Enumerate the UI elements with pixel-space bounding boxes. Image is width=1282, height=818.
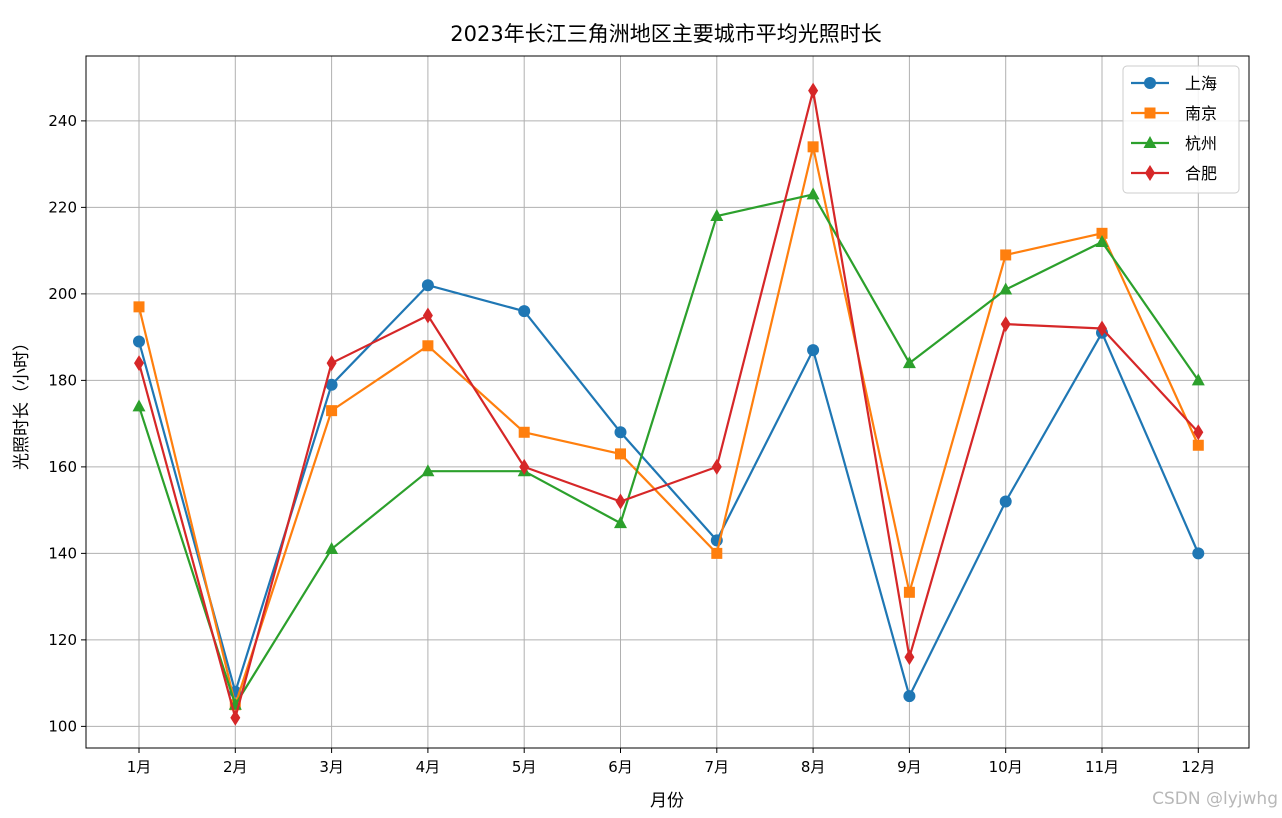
- data-point: [806, 187, 820, 200]
- y-tick-label: 200: [48, 285, 77, 303]
- chart-title: 2023年长江三角洲地区主要城市平均光照时长: [450, 22, 881, 46]
- legend-label: 南京: [1185, 104, 1217, 123]
- x-tick-label: 3月: [319, 758, 344, 776]
- data-point: [614, 426, 627, 439]
- data-point: [1000, 316, 1011, 333]
- series-triangle: [132, 187, 1205, 710]
- x-tick-label: 9月: [897, 758, 922, 776]
- series-line: [137, 193, 1200, 706]
- data-point: [711, 458, 722, 475]
- data-point: [422, 307, 433, 324]
- data-point: [999, 495, 1012, 508]
- y-tick-label: 240: [48, 112, 77, 130]
- axis-ticks: 1月 2月 3月 4月 5月 6月 7月 8月 9月 10月 11月 12月 100 120 140 160 1…: [48, 112, 1215, 776]
- legend-marker: [1145, 165, 1155, 181]
- x-axis-label: 月份: [650, 791, 684, 811]
- data-point: [134, 355, 144, 372]
- data-point: [1193, 424, 1204, 441]
- data-point: [808, 82, 819, 99]
- data-point: [325, 378, 338, 391]
- legend-box: [1122, 65, 1240, 194]
- series-diamond: [134, 82, 1204, 726]
- data-point: [1096, 227, 1108, 239]
- series-layer: [132, 82, 1205, 726]
- x-tick-label: 4月: [416, 758, 441, 776]
- data-point: [614, 516, 627, 529]
- y-tick-label: 120: [48, 631, 77, 649]
- data-point: [421, 279, 434, 292]
- data-point: [133, 301, 145, 313]
- data-point: [615, 493, 626, 510]
- x-tick-label: 1月: [127, 758, 152, 776]
- y-tick-label: 160: [48, 458, 77, 476]
- legend-marker: [1144, 77, 1156, 89]
- data-point: [903, 586, 915, 598]
- series-line: [137, 89, 1200, 719]
- data-point: [1000, 249, 1012, 261]
- legend-label: 合肥: [1185, 164, 1217, 183]
- data-point: [615, 448, 626, 460]
- data-point: [326, 405, 338, 417]
- data-point: [325, 542, 339, 555]
- x-tick-label: 2月: [223, 758, 248, 776]
- x-tick-label: 8月: [801, 758, 826, 776]
- y-axis-label: 光照时长（小时）: [12, 334, 32, 470]
- legend-label: 杭州: [1185, 134, 1217, 153]
- x-tick-label: 5月: [512, 758, 537, 776]
- legend-label: 上海: [1185, 74, 1217, 93]
- y-tick-label: 220: [48, 198, 77, 216]
- data-point: [904, 649, 915, 666]
- x-tick-label: 6月: [608, 758, 633, 776]
- y-tick-label: 100: [48, 717, 77, 735]
- data-point: [711, 547, 723, 559]
- data-point: [421, 464, 435, 477]
- x-tick-label: 11月: [1085, 758, 1119, 776]
- data-point: [1192, 439, 1204, 451]
- x-tick-label: 7月: [705, 758, 730, 776]
- data-point: [999, 282, 1013, 295]
- data-point: [1095, 234, 1109, 247]
- grid-lines: [86, 56, 1249, 748]
- data-point: [519, 458, 530, 475]
- data-point: [518, 305, 531, 318]
- watermark: CSDN @lyjwhg: [1152, 789, 1278, 809]
- data-point: [807, 344, 820, 357]
- data-point: [133, 335, 145, 348]
- data-point: [1191, 373, 1205, 386]
- data-point: [902, 356, 916, 369]
- data-point: [518, 426, 530, 438]
- legend-marker: [1144, 107, 1156, 119]
- data-point: [903, 690, 916, 703]
- data-point: [230, 709, 241, 726]
- plot-area-frame: [85, 55, 1250, 749]
- data-point: [1097, 320, 1107, 337]
- series-line: [137, 284, 1200, 698]
- data-point: [1192, 547, 1205, 560]
- data-point: [326, 355, 337, 372]
- y-tick-label: 180: [48, 371, 77, 389]
- data-point: [807, 141, 819, 153]
- series-line: [137, 145, 1200, 706]
- legend-marker: [1143, 136, 1157, 148]
- x-tick-label: 10月: [989, 758, 1023, 776]
- data-point: [710, 209, 724, 222]
- series-square: [133, 141, 1204, 711]
- data-point: [422, 340, 434, 352]
- series-circle: [133, 279, 1205, 703]
- y-tick-label: 140: [48, 544, 77, 562]
- x-tick-label: 12月: [1181, 758, 1215, 776]
- data-point: [132, 399, 146, 412]
